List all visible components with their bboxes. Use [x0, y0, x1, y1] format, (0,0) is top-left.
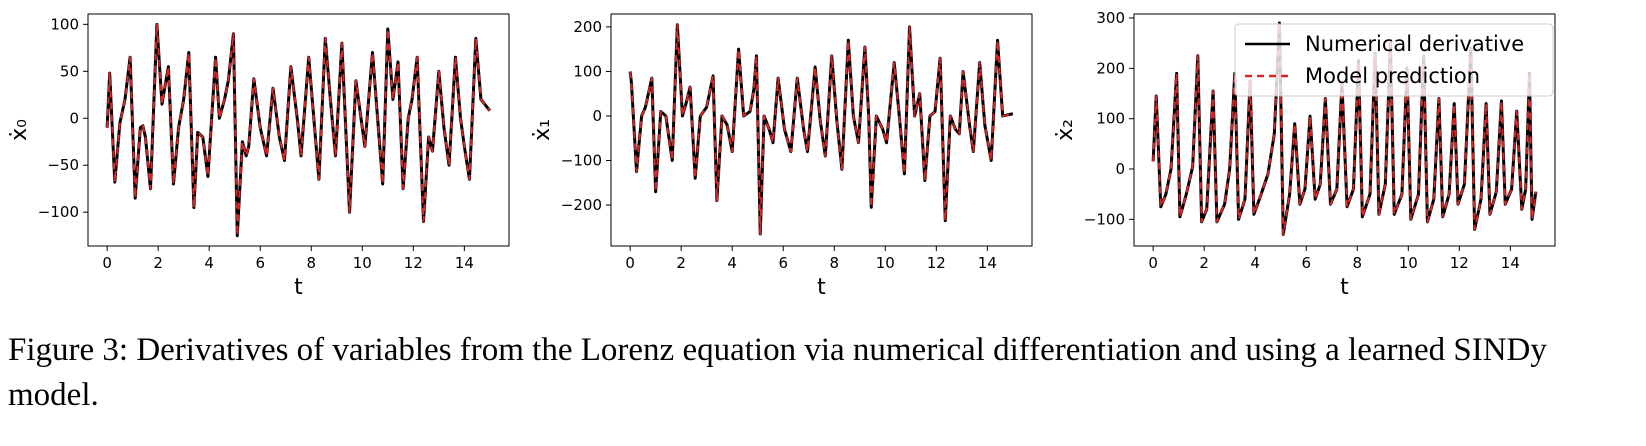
y-axis-label: ẋ₁ [530, 119, 555, 141]
y-tick-label: 0 [1115, 160, 1125, 178]
x-tick-label: 8 [306, 254, 316, 272]
legend-label: Numerical derivative [1305, 32, 1524, 56]
y-tick-label: 300 [1096, 9, 1125, 27]
y-tick-label: 100 [50, 15, 79, 33]
data-line [1152, 22, 1537, 236]
x-axis-label: t [294, 275, 303, 300]
x-tick-label: 10 [1399, 254, 1418, 272]
plot-frame [1133, 13, 1556, 247]
y-axis-label: ẋ₂ [1053, 119, 1078, 141]
data-line [106, 23, 491, 237]
x-tick-label: 12 [927, 254, 946, 272]
x-tick-label: 2 [1199, 254, 1209, 272]
plot-frame [87, 13, 510, 247]
y-tick-label: 0 [592, 107, 602, 125]
caption: Figure 3: Derivatives of variables from … [8, 332, 1547, 413]
x-tick-label: 4 [204, 254, 214, 272]
x-axis-label: t [1340, 275, 1349, 300]
x-tick-label: 0 [625, 254, 635, 272]
x-tick-label: 10 [353, 254, 372, 272]
x-tick-label: 8 [1352, 254, 1362, 272]
plot-frame [610, 13, 1033, 247]
x-tick-label: 14 [978, 254, 997, 272]
y-tick-label: 0 [69, 109, 79, 127]
x-tick-label: 0 [1148, 254, 1158, 272]
y-tick-label: 200 [573, 18, 602, 36]
legend-label: Model prediction [1305, 64, 1480, 88]
y-tick-label: 50 [60, 62, 79, 80]
x-tick-label: 6 [255, 254, 265, 272]
x-tick-label: 6 [778, 254, 788, 272]
x-tick-label: 10 [876, 254, 895, 272]
y-tick-label: −100 [38, 203, 79, 221]
x-tick-label: 8 [829, 254, 839, 272]
x-axis-label: t [817, 275, 826, 300]
data-line [105, 22, 492, 238]
y-tick-label: 200 [1096, 59, 1125, 77]
y-axis-label: ẋ₀ [7, 119, 32, 141]
legend-box [1234, 23, 1554, 97]
y-tick-label: −100 [1084, 210, 1125, 228]
y-tick-label: −50 [47, 156, 79, 174]
x-tick-label: 14 [1501, 254, 1520, 272]
x-tick-label: 14 [455, 254, 474, 272]
y-tick-label: 100 [1096, 110, 1125, 128]
x-tick-label: 12 [1450, 254, 1469, 272]
y-tick-label: −200 [561, 196, 602, 214]
x-tick-label: 0 [102, 254, 112, 272]
data-line [629, 23, 1014, 235]
y-tick-label: 100 [573, 62, 602, 80]
x-tick-label: 2 [153, 254, 163, 272]
x-tick-label: 6 [1301, 254, 1311, 272]
x-tick-label: 4 [1250, 254, 1260, 272]
x-tick-label: 2 [676, 254, 686, 272]
x-tick-label: 4 [727, 254, 737, 272]
y-tick-label: −100 [561, 152, 602, 170]
x-tick-label: 12 [404, 254, 423, 272]
